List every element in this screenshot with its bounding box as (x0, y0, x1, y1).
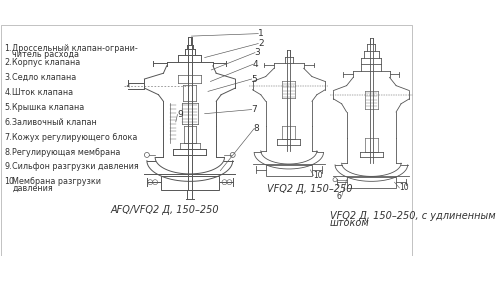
Text: Седло клапана: Седло клапана (12, 73, 76, 82)
Text: 10: 10 (400, 183, 409, 192)
Text: 9.: 9. (4, 162, 12, 171)
Text: штоком: штоком (330, 219, 370, 228)
Text: 1.: 1. (4, 44, 12, 53)
Text: 8.: 8. (4, 148, 12, 157)
Text: VFQ2 Д, 150–250: VFQ2 Д, 150–250 (266, 184, 352, 194)
Text: 3.: 3. (4, 73, 12, 82)
Text: 4: 4 (253, 60, 258, 69)
Text: 9: 9 (177, 110, 183, 119)
Text: Кожух регулирующего блока: Кожух регулирующего блока (12, 133, 138, 142)
Text: 10: 10 (314, 171, 323, 180)
Bar (346, 177, 396, 188)
Text: 10.: 10. (4, 177, 16, 186)
Text: 3: 3 (254, 48, 260, 57)
Text: давления: давления (12, 184, 53, 193)
Text: 6: 6 (337, 192, 342, 201)
Text: AFQ/VFQ2 Д, 150–250: AFQ/VFQ2 Д, 150–250 (110, 205, 220, 215)
Text: Крышка клапана: Крышка клапана (12, 103, 85, 112)
Text: 2.: 2. (4, 58, 12, 67)
Text: 1: 1 (258, 29, 264, 38)
Text: читель расхода: читель расхода (12, 50, 80, 59)
Text: Шток клапана: Шток клапана (12, 88, 74, 97)
Text: 6.: 6. (4, 118, 12, 127)
Text: 7: 7 (252, 105, 257, 114)
Bar (161, 176, 218, 191)
Text: Заливочный клапан: Заливочный клапан (12, 118, 97, 127)
Text: Мембрана разгрузки: Мембрана разгрузки (12, 177, 102, 186)
Text: 4.: 4. (4, 88, 12, 97)
Bar (266, 165, 312, 176)
Text: Корпус клапана: Корпус клапана (12, 58, 80, 67)
Text: 8: 8 (254, 124, 260, 133)
Text: VFQ2 Д, 150–250, с удлиненным: VFQ2 Д, 150–250, с удлиненным (330, 211, 496, 221)
Text: Регулирующая мембрана: Регулирующая мембрана (12, 148, 121, 157)
Text: 7.: 7. (4, 133, 12, 142)
Text: 5.: 5. (4, 103, 12, 112)
Text: Дроссельный клапан-ограни-: Дроссельный клапан-ограни- (12, 44, 138, 53)
Text: 2: 2 (258, 39, 264, 48)
Text: Сильфон разгрузки давления: Сильфон разгрузки давления (12, 162, 139, 171)
Text: 5: 5 (252, 74, 257, 83)
